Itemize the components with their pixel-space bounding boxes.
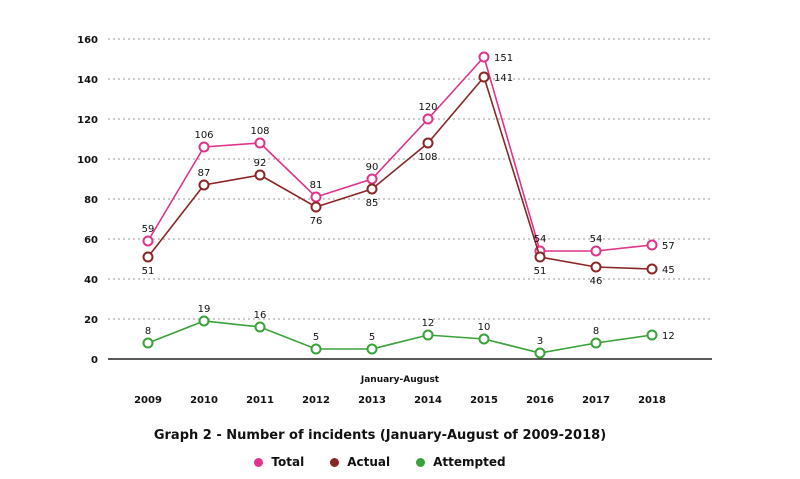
x-tick-label-2016: 2016 <box>526 395 554 406</box>
x-tick-label-2014: 2014 <box>414 395 442 406</box>
data-label-attempted-2015: 10 <box>478 322 491 333</box>
data-point-attempted-2017 <box>590 337 602 349</box>
y-tick-label-120: 120 <box>77 115 98 126</box>
gridlines <box>108 38 712 320</box>
y-tick-label-80: 80 <box>84 195 98 206</box>
data-point-actual-2018 <box>646 263 658 275</box>
data-label-attempted-2018: 12 <box>662 331 675 342</box>
data-point-attempted-2013 <box>366 343 378 355</box>
data-point-actual-2014 <box>422 137 434 149</box>
y-tick-label-60: 60 <box>84 235 98 246</box>
data-point-total-2011 <box>254 137 266 149</box>
legend-marker-total <box>254 457 264 467</box>
data-label-attempted-2011: 16 <box>254 310 267 321</box>
x-tick-label-2012: 2012 <box>302 395 330 406</box>
data-label-total-2009: 59 <box>142 224 155 235</box>
legend-item-actual: Actual <box>330 455 390 469</box>
data-point-total-2018 <box>646 239 658 251</box>
y-tick-label-160: 160 <box>77 35 98 46</box>
legend-item-attempted: Attempted <box>416 455 506 469</box>
legend-marker-actual <box>330 457 340 467</box>
data-label-total-2017: 54 <box>590 234 603 245</box>
data-label-total-2010: 106 <box>194 130 213 141</box>
data-label-attempted-2017: 8 <box>593 326 599 337</box>
data-point-total-2013 <box>366 173 378 185</box>
series-line-total <box>147 55 653 252</box>
data-point-attempted-2012 <box>310 343 322 355</box>
x-tick-label-2011: 2011 <box>246 395 274 406</box>
data-label-actual-2013: 85 <box>366 198 379 209</box>
series-line-attempted <box>147 320 653 354</box>
data-point-attempted-2015 <box>478 333 490 345</box>
data-point-attempted-2011 <box>254 321 266 333</box>
data-label-attempted-2010: 19 <box>198 304 211 315</box>
data-label-actual-2012: 76 <box>310 216 323 227</box>
data-label-total-2012: 81 <box>310 180 323 191</box>
data-point-actual-2010 <box>198 179 210 191</box>
data-point-total-2017 <box>590 245 602 257</box>
y-tick-label-140: 140 <box>77 75 98 86</box>
data-label-actual-2017: 46 <box>590 276 603 287</box>
legend: Total Actual Attempted <box>0 455 760 469</box>
data-label-total-2011: 108 <box>250 126 269 137</box>
y-tick-label-20: 20 <box>84 315 98 326</box>
data-point-actual-2015 <box>478 71 490 83</box>
data-point-total-2009 <box>142 235 154 247</box>
x-tick-label-2010: 2010 <box>190 395 218 406</box>
series-lines <box>142 51 658 359</box>
x-axis-note: January-August <box>360 375 440 385</box>
data-point-actual-2012 <box>310 201 322 213</box>
data-label-attempted-2009: 8 <box>145 326 151 337</box>
x-tick-label-2017: 2017 <box>582 395 610 406</box>
data-label-actual-2018: 45 <box>662 265 675 276</box>
data-label-attempted-2014: 12 <box>422 318 435 329</box>
data-point-total-2014 <box>422 113 434 125</box>
data-point-total-2012 <box>310 191 322 203</box>
y-tick-label-40: 40 <box>84 275 98 286</box>
data-point-actual-2013 <box>366 183 378 195</box>
data-label-total-2015: 151 <box>494 53 513 64</box>
y-tick-label-0: 0 <box>91 355 98 366</box>
x-tick-label-2018: 2018 <box>638 395 666 406</box>
data-point-actual-2011 <box>254 169 266 181</box>
data-label-total-2016: 54 <box>534 234 547 245</box>
data-label-attempted-2012: 5 <box>313 332 319 343</box>
data-label-total-2018: 57 <box>662 241 675 252</box>
data-label-actual-2011: 92 <box>254 158 267 169</box>
data-label-actual-2016: 51 <box>534 266 547 277</box>
data-point-total-2010 <box>198 141 210 153</box>
x-tick-label-2015: 2015 <box>470 395 498 406</box>
data-label-total-2014: 120 <box>418 102 437 113</box>
data-label-actual-2009: 51 <box>142 266 155 277</box>
x-tick-label-2013: 2013 <box>358 395 386 406</box>
data-point-attempted-2009 <box>142 337 154 349</box>
legend-label-attempted: Attempted <box>433 455 506 469</box>
data-label-actual-2014: 108 <box>418 152 437 163</box>
chart-title: Graph 2 - Number of incidents (January-A… <box>153 428 607 443</box>
data-label-actual-2010: 87 <box>198 168 211 179</box>
data-point-actual-2017 <box>590 261 602 273</box>
x-tick-label-2009: 2009 <box>134 395 162 406</box>
legend-item-total: Total <box>254 455 304 469</box>
legend-marker-attempted <box>416 457 426 467</box>
data-point-actual-2009 <box>142 251 154 263</box>
data-label-actual-2015: 141 <box>494 73 513 84</box>
series-line-actual <box>147 75 653 270</box>
legend-label-actual: Actual <box>347 455 391 469</box>
data-point-attempted-2010 <box>198 315 210 327</box>
data-point-total-2015 <box>478 51 490 63</box>
data-point-attempted-2018 <box>646 329 658 341</box>
data-point-actual-2016 <box>534 251 546 263</box>
data-label-attempted-2016: 3 <box>537 336 543 347</box>
data-point-attempted-2016 <box>534 347 546 359</box>
data-point-attempted-2014 <box>422 329 434 341</box>
axes: 0 20 40 60 80 100 120 140 160 2009 2010 2011 2012 201… <box>77 35 712 406</box>
y-tick-label-100: 100 <box>77 155 98 166</box>
data-label-total-2013: 90 <box>366 162 379 173</box>
data-label-attempted-2013: 5 <box>369 332 375 343</box>
legend-label-total: Total <box>271 455 305 469</box>
